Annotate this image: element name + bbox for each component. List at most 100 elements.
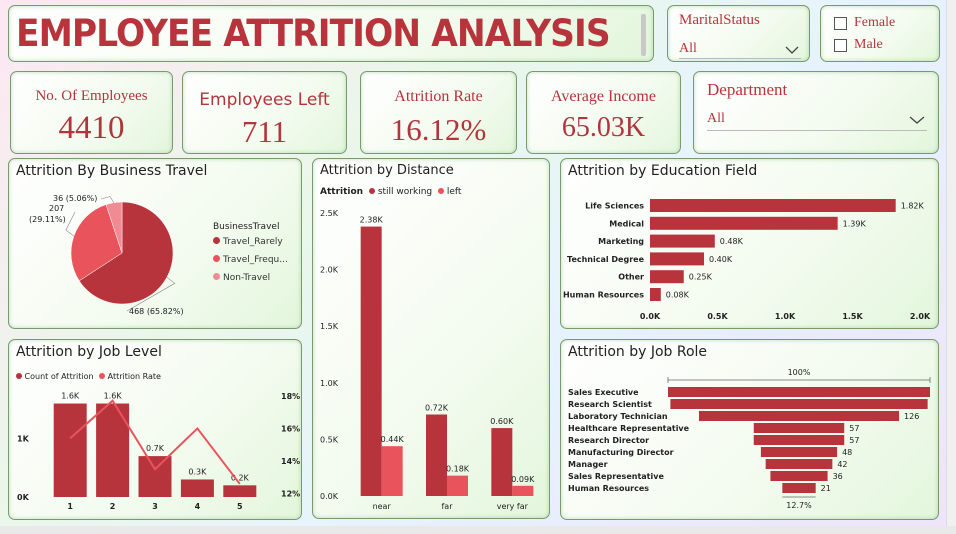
y-tick-label: 1K — [17, 435, 30, 444]
department-slicer[interactable]: Department All — [693, 71, 939, 154]
distance-chart: 0.0K 0.5K 1.0K 1.5K 2.0K 2.5K 2.38K 0.44K near 0.… — [320, 209, 535, 511]
legend-dot — [213, 273, 220, 280]
category-label: Research Scientist — [568, 400, 652, 409]
bar — [138, 456, 172, 497]
y-tick-label: 1.0K — [320, 379, 339, 388]
y-tick-label: 0K — [17, 493, 30, 502]
kpi-income-value: 65.03K — [561, 112, 646, 143]
y2-tick-label: 16% — [281, 424, 300, 433]
category-label: Human Resources — [568, 484, 649, 493]
y-tick-label: 0.5K — [320, 435, 339, 444]
department-value: All — [707, 111, 725, 126]
x-tick-label: 0.5K — [707, 312, 728, 321]
job-role-panel: Attrition by Job Role 100% Sales Executiv… — [560, 339, 939, 520]
y2-tick-label: 18% — [281, 392, 300, 401]
y-tick-label: 2.0K — [320, 266, 339, 275]
x-tick-label: 1 — [67, 502, 73, 511]
data-label: 0.72K — [425, 403, 449, 412]
job-level-panel: Attrition by Job Level Count of Attritio… — [8, 339, 302, 520]
data-label: 0.44K — [381, 435, 405, 444]
funnel-bar — [670, 399, 928, 409]
x-tick-label: 2 — [110, 502, 116, 511]
y2-tick-label: 14% — [281, 457, 300, 466]
kpi-income-label: Average Income — [551, 88, 656, 105]
legend-label: Travel_Frequ... — [223, 255, 288, 265]
legend-item: Travel_Frequ... — [213, 255, 288, 273]
legend-item: Non-Travel — [213, 273, 288, 291]
funnel-bar — [753, 435, 845, 445]
data-label: 0.40K — [709, 255, 733, 264]
distance-legend-title: Attrition — [320, 187, 364, 197]
pie-leader-line — [65, 211, 76, 237]
legend-label: Travel_Rarely — [223, 237, 283, 247]
pie-label: 36 (5.06%) — [53, 194, 97, 203]
category-label: Human Resources — [563, 291, 644, 300]
female-checkbox[interactable] — [834, 17, 847, 30]
legend-dot — [368, 188, 375, 194]
category-label: Medical — [609, 219, 644, 228]
funnel-bar — [668, 387, 930, 397]
x-tick-label: near — [373, 502, 392, 511]
x-tick-label: 2.0K — [910, 312, 931, 321]
funnel-bar — [698, 411, 900, 421]
job-level-chart: 0K 1K 12% 14% 16% 18% 1.6K 1 1.6K 2 0.7K 3 0.3K 4 0.2K… — [17, 392, 300, 511]
bar — [650, 216, 838, 230]
data-label: 1.6K — [104, 392, 123, 401]
data-label: 126 — [904, 412, 919, 421]
department-dropdown[interactable]: All — [707, 109, 927, 131]
job-level-legend-series-0: Count of Attrition — [24, 372, 94, 381]
funnel-bar — [770, 471, 828, 481]
funnel-bar — [760, 447, 838, 457]
category-label: Sales Representative — [568, 472, 664, 481]
x-tick-label: 0.0K — [640, 312, 661, 321]
page-scrollbar[interactable] — [946, 0, 956, 526]
category-label: Laboratory Technician — [568, 412, 668, 421]
bar — [223, 485, 257, 497]
gender-slicer: Female Male — [820, 5, 940, 62]
bar — [491, 428, 513, 496]
funnel-top-label: 100% — [788, 368, 811, 377]
education-field-chart: Life Sciences 1.82K Medical 1.39K Marketing 0… — [563, 199, 931, 321]
chevron-down-icon — [909, 116, 925, 124]
category-label: Technical Degree — [567, 255, 645, 264]
marital-status-slicer[interactable]: MaritalStatus All — [667, 5, 810, 62]
business-travel-chart: 468 (65.82%) 207 (29.11%) 36 (5.06%) — [29, 194, 184, 316]
bar — [447, 475, 468, 496]
legend-dot — [99, 373, 106, 379]
y2-tick-label: 12% — [281, 490, 300, 499]
data-label: 21 — [821, 484, 831, 493]
distance-panel: Attrition by Distance Attrition still wo… — [312, 158, 550, 519]
bar — [650, 270, 684, 284]
legend-item: Travel_Rarely — [213, 237, 288, 255]
data-label: 57 — [849, 436, 859, 445]
pie-slice — [105, 201, 123, 254]
category-label: Life Sciences — [585, 202, 644, 211]
kpi-left-value: 711 — [241, 114, 288, 149]
data-label: 1.82K — [901, 202, 925, 211]
education-field-title: Attrition by Education Field — [568, 163, 758, 179]
pie-label: 207 — [49, 204, 64, 213]
bottom-strip — [0, 526, 956, 534]
category-label: Sales Executive — [568, 388, 639, 397]
job-role-title: Attrition by Job Role — [568, 344, 708, 360]
marital-status-dropdown[interactable]: All — [679, 39, 801, 59]
business-travel-legend: Travel_Rarely Travel_Frequ... Non-Travel — [213, 237, 288, 291]
bar — [650, 252, 704, 266]
kpi-left-label: Employees Left — [199, 90, 330, 110]
data-label: 0.09K — [511, 475, 535, 484]
funnel-bottom-label: 12.7% — [786, 501, 812, 510]
bar — [650, 199, 896, 212]
bar — [426, 414, 447, 496]
x-tick-label: very far — [497, 502, 529, 511]
data-label: 1.39K — [843, 219, 867, 228]
data-label: 0.7K — [146, 444, 165, 453]
x-tick-label: 1.5K — [842, 312, 863, 321]
y-tick-label: 0.0K — [320, 492, 339, 501]
job-level-legend-series-1: Attrition Rate — [107, 372, 161, 381]
header-scrollbar[interactable] — [641, 14, 646, 56]
x-tick-label: far — [441, 502, 453, 511]
pie-leader-line — [100, 196, 115, 203]
x-tick-label: 5 — [237, 502, 243, 511]
data-label: 57 — [849, 424, 859, 433]
male-checkbox[interactable] — [834, 39, 847, 52]
